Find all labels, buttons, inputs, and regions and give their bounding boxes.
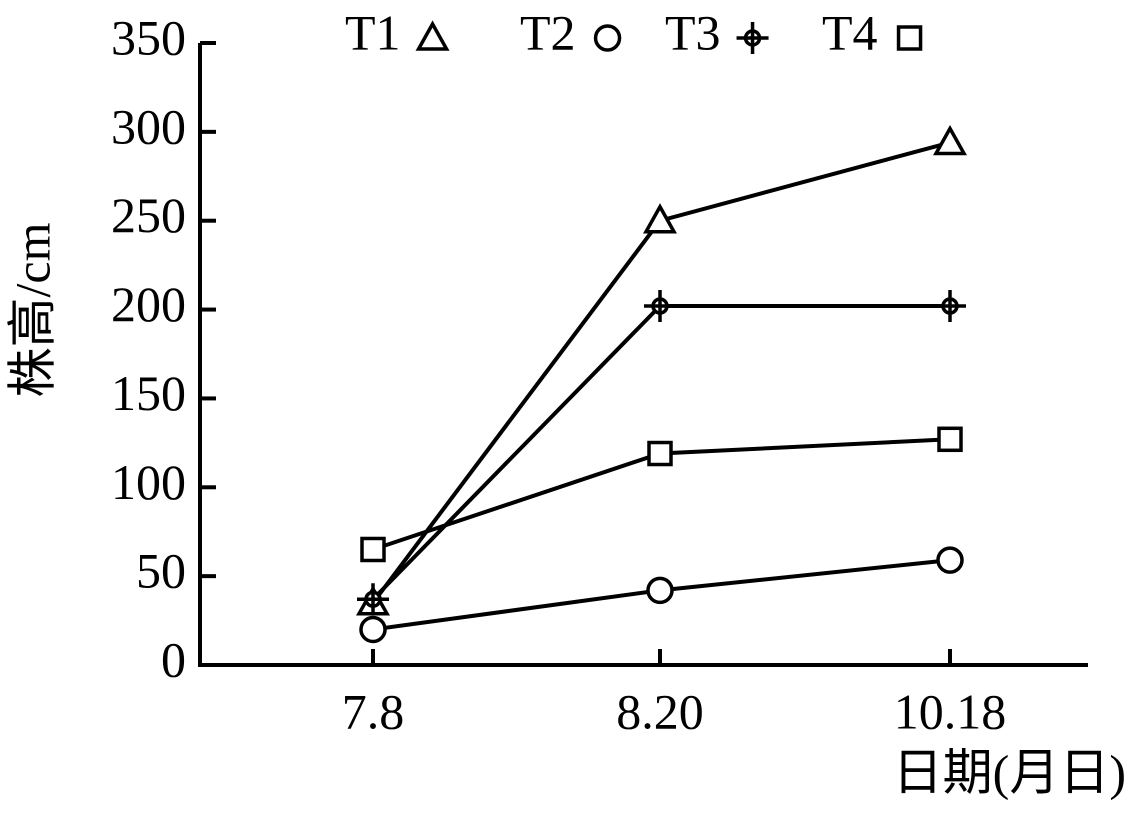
legend-marker [736,22,769,54]
legend-label: T3 [665,4,721,60]
marker-square [360,536,386,563]
legend-marker [896,25,923,51]
legend-marker [415,20,450,51]
marker-plus-circle [357,583,389,616]
marker-plus-circle [644,290,676,323]
y-axis-label: 株高/cm [4,222,60,397]
legend-label: T4 [822,4,878,60]
legend-label: T2 [520,4,576,60]
y-tick-label: 0 [161,631,186,687]
x-axis-label: 日期(月日) [893,744,1126,800]
marker-triangle [643,203,677,234]
y-tick-label: 50 [136,543,186,599]
x-tick-label: 8.20 [616,683,704,739]
legend-marker [593,24,622,52]
marker-circle [359,615,387,644]
x-tick-label: 7.8 [342,683,405,739]
marker-square [937,426,963,453]
y-tick-label: 300 [111,98,186,154]
y-tick-label: 350 [111,9,186,65]
marker-square [647,440,673,467]
y-tick-label: 150 [111,365,186,421]
legend-label: T1 [345,4,401,60]
marker-triangle [933,124,967,156]
marker-circle [646,576,674,605]
marker-circle [936,546,964,574]
y-tick-label: 100 [111,454,186,510]
marker-plus-circle [934,290,966,323]
y-tick-label: 200 [111,276,186,332]
y-tick-label: 250 [111,187,186,243]
x-tick-label: 10.18 [894,683,1007,739]
